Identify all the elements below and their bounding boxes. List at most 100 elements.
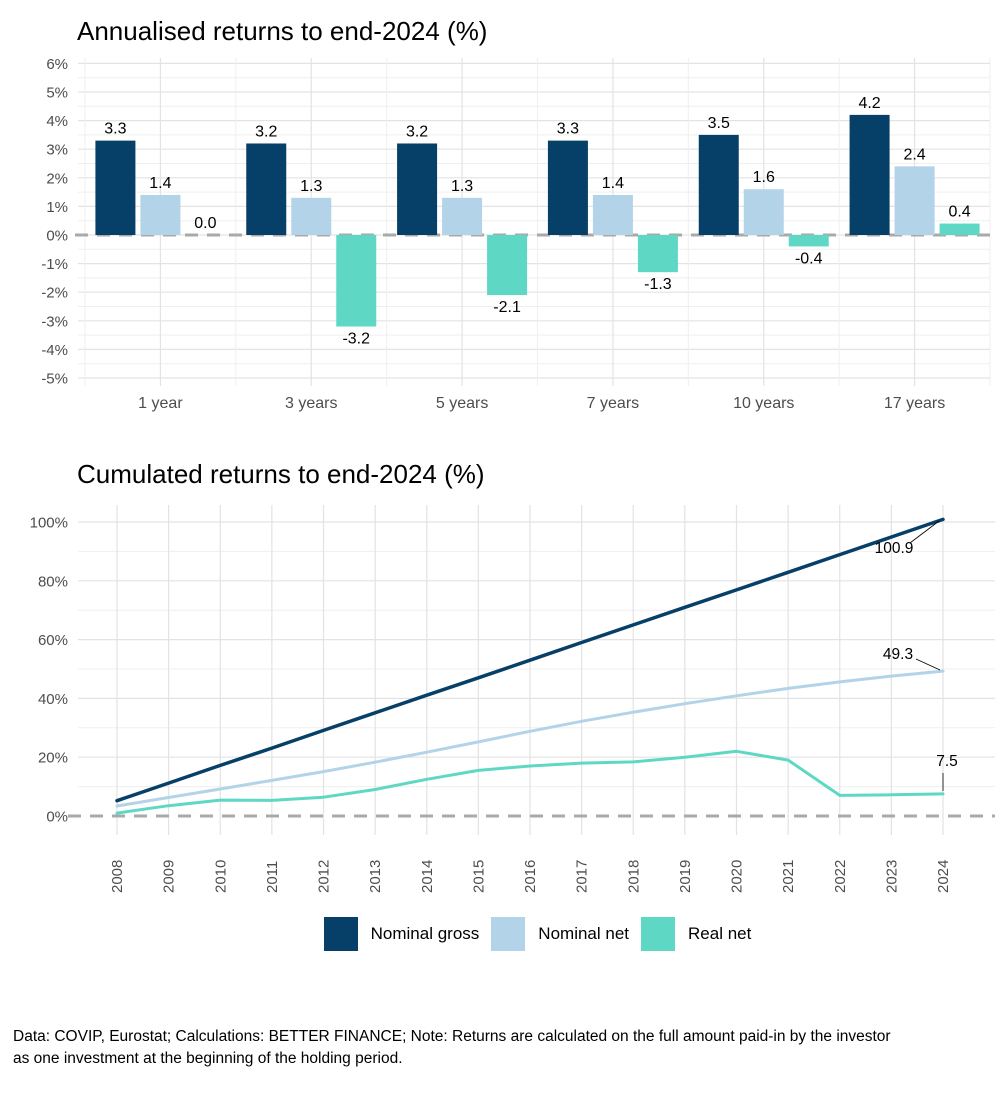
- bar-nominal-gross: [849, 114, 890, 235]
- x-axis-year-label: 2021: [780, 860, 797, 893]
- source-note: Data: COVIP, Eurostat; Calculations: BET…: [13, 1028, 891, 1067]
- bar-value-label: 1.4: [149, 175, 171, 192]
- y-axis-tick-label: 80%: [38, 573, 68, 590]
- bar-real-net: [637, 235, 678, 273]
- bar-nominal-net: [140, 194, 181, 235]
- bar-real-net: [788, 235, 829, 247]
- legend-label-real-net: Real net: [688, 924, 752, 943]
- bar-value-label: -2.1: [493, 299, 521, 316]
- bar-value-label: 3.5: [708, 115, 730, 132]
- line-real-net: [115, 749, 945, 815]
- bar-nominal-net: [743, 189, 784, 235]
- x-axis-year-label: 2017: [574, 860, 591, 893]
- bar-value-label: 2.4: [903, 146, 925, 163]
- bar-real-net: [487, 235, 528, 296]
- bar-nominal-gross: [397, 143, 438, 235]
- bar-real-net: [336, 235, 377, 327]
- line-nominal-gross: [115, 517, 945, 803]
- y-axis-tick-label: 3%: [46, 142, 68, 159]
- bar-value-label: 3.2: [255, 123, 277, 140]
- x-axis-year-label: 2009: [161, 860, 178, 893]
- x-axis-category-label: 17 years: [884, 395, 945, 412]
- y-axis-tick-label: -5%: [41, 371, 68, 388]
- x-axis-category-label: 1 year: [138, 395, 183, 412]
- y-axis-tick-label: 20%: [38, 750, 68, 767]
- y-axis-tick-label: 4%: [46, 113, 68, 130]
- bar-value-label: -1.3: [644, 276, 672, 293]
- y-axis-tick-label: 6%: [46, 56, 68, 73]
- y-axis-tick-label: 5%: [46, 85, 68, 102]
- bar-value-label: 0.4: [948, 204, 970, 221]
- annualised-bar-chart: 6% 5% 4% 3% 2% 1% 0% -1% -2% -3% -4% -5% 3.3 3.2 3.2 3.…: [41, 56, 991, 412]
- end-label-leader-line: [915, 658, 941, 671]
- y-axis-tick-label: -2%: [41, 285, 68, 302]
- bar-value-label: -0.4: [795, 250, 823, 267]
- bar-nominal-gross: [246, 143, 287, 235]
- bar-nominal-gross: [547, 140, 588, 235]
- line-end-value-label: 7.5: [936, 753, 958, 770]
- bar-value-label: 1.4: [602, 175, 624, 192]
- end-label-leader-line: [909, 520, 940, 544]
- legend-swatch-real-net: [641, 917, 676, 951]
- x-axis-year-label: 2024: [935, 860, 952, 893]
- legend-label-nominal-net: Nominal net: [538, 924, 630, 943]
- bar-value-label: 1.6: [753, 169, 775, 186]
- line-end-value-label: 49.3: [883, 646, 913, 663]
- annualised-chart-title: Annualised returns to end-2024 (%): [77, 16, 488, 46]
- x-axis-year-label: 2013: [367, 860, 384, 893]
- x-axis-category-label: 7 years: [587, 395, 639, 412]
- bar-nominal-gross: [698, 134, 739, 235]
- x-axis-year-label: 2018: [625, 860, 642, 893]
- x-axis-category-label: 3 years: [285, 395, 337, 412]
- legend-swatch-nominal-net: [491, 917, 526, 951]
- bar-value-label: 3.3: [557, 121, 579, 138]
- x-axis-year-label: 2019: [677, 860, 694, 893]
- bar-value-label: 1.3: [451, 178, 473, 195]
- x-axis-year-label: 2023: [883, 860, 900, 893]
- bar-nominal-net: [592, 194, 633, 235]
- bar-value-label: 1.3: [300, 178, 322, 195]
- x-axis-year-label: 2015: [470, 860, 487, 893]
- legend-item-nominal-gross: Nominal gross: [323, 917, 480, 951]
- y-axis-tick-label: 40%: [38, 691, 68, 708]
- y-axis-tick-label: 1%: [46, 199, 68, 216]
- bar-value-label: -3.2: [342, 331, 370, 348]
- x-axis-category-label: 5 years: [436, 395, 488, 412]
- x-axis-year-label: 2020: [729, 860, 746, 893]
- bar-nominal-net: [442, 197, 483, 235]
- legend-swatch-nominal-gross: [323, 917, 358, 951]
- bar-real-net: [939, 223, 980, 235]
- cumulated-line-chart: 100% 80% 60% 40% 20% 0% 100.9 49.3 7.5 2008 2009 20…: [30, 505, 995, 893]
- bar-nominal-net: [894, 166, 935, 235]
- legend-item-nominal-net: Nominal net: [491, 917, 629, 951]
- y-axis-tick-label: 100%: [30, 515, 68, 532]
- x-axis-year-label: 2008: [109, 860, 126, 893]
- y-axis-tick-label: 2%: [46, 170, 68, 187]
- y-axis-tick-label: -3%: [41, 313, 68, 330]
- bar-nominal-net: [291, 197, 332, 235]
- legend-item-real-net: Real net: [641, 917, 751, 951]
- x-axis-year-label: 2010: [212, 860, 229, 893]
- legend-label-nominal-gross: Nominal gross: [370, 924, 480, 943]
- y-axis-tick-label: -4%: [41, 342, 68, 359]
- x-axis-year-label: 2012: [316, 860, 333, 893]
- bar-value-label: 3.3: [104, 121, 126, 138]
- chart-legend: Nominal gross Nominal net Real net: [85, 917, 990, 951]
- line-end-value-label: 100.9: [875, 540, 914, 557]
- line-nominal-net: [115, 669, 945, 808]
- bar-nominal-gross: [95, 140, 136, 235]
- y-axis-tick-label: 0%: [46, 228, 68, 245]
- y-axis-tick-label: -1%: [41, 256, 68, 273]
- x-axis-year-label: 2014: [419, 860, 436, 893]
- bar-value-label: 0.0: [194, 215, 216, 232]
- x-axis-category-label: 10 years: [733, 395, 794, 412]
- bar-value-label: 4.2: [858, 95, 880, 112]
- cumulated-chart-title: Cumulated returns to end-2024 (%): [77, 459, 485, 489]
- x-axis-year-label: 2022: [832, 860, 849, 893]
- x-axis-year-label: 2011: [264, 861, 281, 893]
- y-axis-tick-label: 0%: [46, 809, 68, 826]
- bar-value-label: 3.2: [406, 123, 428, 140]
- x-axis-year-label: 2016: [522, 860, 539, 893]
- y-axis-tick-label: 60%: [38, 632, 68, 649]
